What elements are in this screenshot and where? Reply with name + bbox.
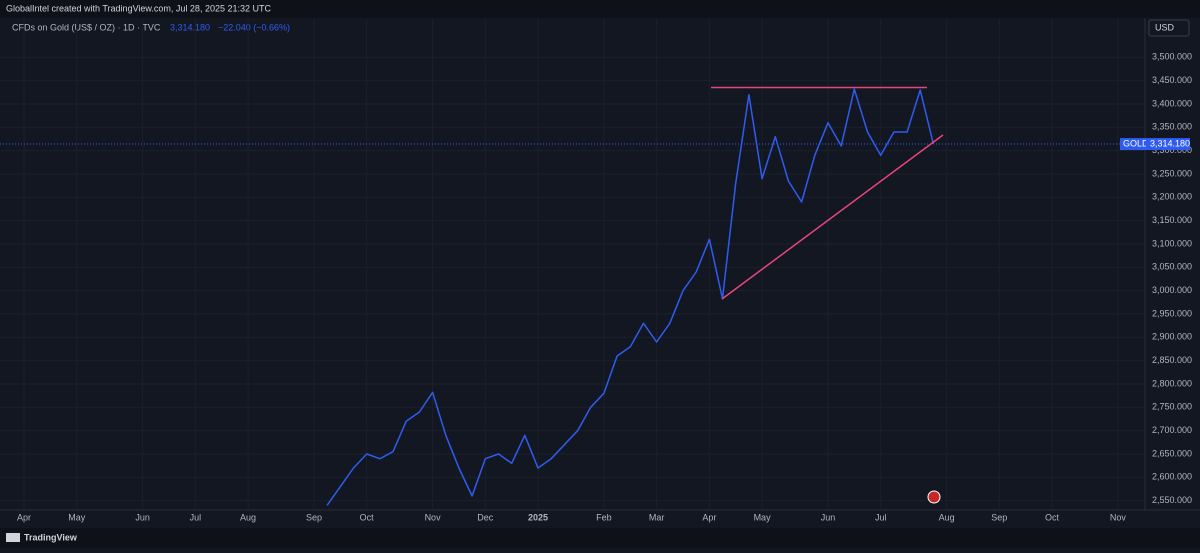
x-tick-label: Jun [135,512,150,522]
plot: 2,550.000 2,600.000 2,650.000 2,700.000 2,75… [0,18,1192,522]
x-tick-label: May [68,512,86,522]
legend-last: 3,314.180 [170,22,210,32]
y-tick-label: 2,700.000 [1152,425,1192,435]
support-trendline [721,134,944,300]
y-tick-label: 3,100.000 [1152,238,1192,248]
legend-change: −22.040 (−0.66%) [218,22,290,32]
x-tick-label: Jul [190,512,202,522]
x-tick-label: Apr [702,512,716,522]
y-tick-label: 2,900.000 [1152,332,1192,342]
y-tick-label: 3,150.000 [1152,215,1192,225]
x-tick-label: 2025 [528,512,548,522]
currency[interactable]: USD [1155,22,1175,32]
y-tick-label: 3,250.000 [1152,168,1192,178]
brand-logo [6,533,20,542]
footer-bar [0,528,1200,548]
x-tick-label: Sep [306,512,322,522]
y-tick-label: 2,950.000 [1152,308,1192,318]
x-tick-label: Apr [17,512,31,522]
x-tick-label: Aug [240,512,256,522]
y-tick-label: 2,650.000 [1152,448,1192,458]
header-text: GlobalIntel created with TradingView.com… [6,3,271,13]
x-tick-label: Mar [649,512,665,522]
brand: TradingView [24,532,78,542]
x-tick-label: Oct [1045,512,1060,522]
x-tick-label: Feb [596,512,612,522]
y-tick-label: 2,800.000 [1152,378,1192,388]
x-tick-label: May [754,512,772,522]
x-tick-label: Nov [425,512,442,522]
y-tick-label: 3,400.000 [1152,98,1192,108]
x-tick-label: Dec [477,512,494,522]
top-bar [0,0,1200,18]
ticker-tag [1120,138,1146,151]
symbol-legend: CFDs on Gold (US$ / OZ) · 1D · TVC [12,22,161,32]
price-tag-label: 3,314.180 [1150,138,1190,148]
x-tick-label: Nov [1110,512,1127,522]
x-tick-label: Jun [821,512,836,522]
x-tick-label: Aug [939,512,955,522]
currency-box[interactable] [1148,19,1190,37]
y-tick-label: 3,350.000 [1152,122,1192,132]
x-tick-label: Oct [360,512,375,522]
y-tick-label: 2,550.000 [1152,495,1192,505]
event-marker[interactable] [927,490,941,504]
y-tick-label: 2,600.000 [1152,472,1192,482]
y-tick-label: 2,850.000 [1152,355,1192,365]
y-tick-label: 3,000.000 [1152,285,1192,295]
y-tick-label: 3,050.000 [1152,262,1192,272]
y-tick-label: 3,200.000 [1152,192,1192,202]
price-line [326,88,935,506]
y-tick-label: 3,500.000 [1152,52,1192,62]
price-tag [1146,138,1190,151]
y-tick-label: 3,450.000 [1152,75,1192,85]
y-tick-label: 2,750.000 [1152,402,1192,412]
x-tick-label: Jul [875,512,887,522]
x-tick-label: Sep [991,512,1007,522]
ticker-label: GOLD [1123,138,1149,148]
